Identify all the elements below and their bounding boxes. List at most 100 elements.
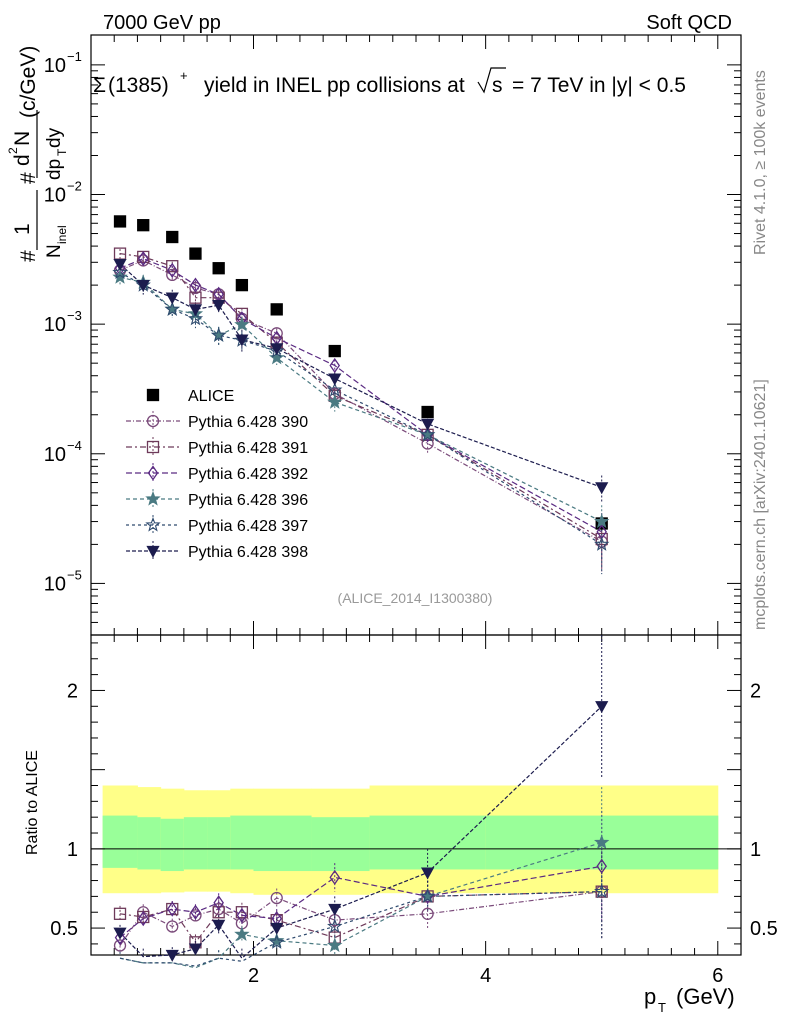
ratio-point (165, 949, 179, 962)
pythia-point (164, 301, 180, 316)
pythia-point (595, 532, 608, 546)
legend-marker (146, 414, 160, 428)
series-line-top (119, 276, 602, 523)
ratio-point (421, 907, 434, 920)
alice-point (235, 278, 249, 292)
ratio-point (596, 858, 608, 874)
y-label-t-sub: T (55, 148, 69, 156)
series-line-ratio (119, 891, 602, 967)
pythia-point (595, 482, 609, 495)
series-lines (119, 253, 603, 969)
band-green-segment (230, 815, 254, 870)
ratio-point (188, 943, 203, 956)
title-particle: (1385) (108, 74, 169, 97)
pythia-point (212, 300, 226, 313)
alice-point (421, 405, 434, 419)
ratio-point (114, 929, 126, 946)
title-energy: = 7 TeV in |y| < 0.5 (512, 74, 686, 97)
legend-label: Pythia 6.428 397 (188, 518, 308, 535)
ratio-point (269, 932, 285, 948)
ratio-point (113, 939, 127, 952)
ratio-point (236, 907, 248, 924)
ratio-point (594, 883, 610, 899)
series-line-top (119, 258, 602, 533)
ratio-point (189, 909, 202, 922)
band-green-segment (253, 815, 313, 872)
rivet-version-label: Rivet 4.1.0, ≥ 100k events (752, 70, 769, 255)
legend-label: Pythia 6.428 396 (188, 492, 308, 509)
band-green-segment (207, 817, 231, 870)
title-sqrt-s: s (492, 74, 503, 97)
ratio-point (190, 904, 201, 920)
ratio-point (421, 867, 435, 880)
pythia-point (270, 343, 284, 356)
legend-label: Pythia 6.428 391 (188, 440, 308, 457)
ratio-point (329, 869, 341, 886)
title-text: yield in INEL pp collisions at (204, 74, 465, 97)
y-tick-exponent: −1 (67, 49, 82, 64)
ratio-point (594, 834, 610, 850)
ratio-point (166, 920, 179, 933)
band-green-segment (160, 818, 185, 872)
legend-marker (145, 490, 161, 506)
pythia-point (136, 279, 150, 292)
uncertainty-bands (91, 785, 741, 895)
energy-label: 7000 GeV pp (103, 12, 221, 34)
y-axis-label-ratio: Ratio to ALICE (24, 750, 41, 855)
series-line-ratio (119, 865, 602, 939)
ratio-tick-label-left: 0.5 (50, 918, 78, 940)
ratio-point (212, 906, 225, 919)
plot-title: Σ (1385) + yield in INEL pp collisions a… (93, 67, 686, 97)
mcplots-label: mcplots.cern.ch [arXiv:2401.10621] (752, 379, 769, 630)
pythia-point (187, 310, 204, 326)
y-label-hash1: # (17, 250, 40, 262)
series-line-ratio (119, 705, 603, 960)
pythia-point (327, 394, 343, 409)
pythia-point (112, 269, 128, 284)
y-label-units: (c/GeV) (17, 46, 40, 118)
ratio-point (328, 903, 342, 916)
pythia-point (235, 334, 249, 347)
y-label-two: 2 (6, 147, 20, 154)
ratio-tick-label-left: 1 (67, 839, 78, 861)
pythia-point (593, 513, 610, 529)
pythia-point (234, 316, 250, 332)
series-line-top (119, 253, 603, 540)
pythia-point (328, 373, 342, 386)
y-tick-exponent: −3 (67, 308, 82, 323)
ratio-point (212, 919, 226, 932)
legend-label: ALICE (188, 388, 234, 405)
ratio-point (235, 906, 249, 919)
band-green-segment (102, 815, 138, 868)
x-label-p: p (644, 984, 656, 1009)
x-axis-label: p T (GeV) (644, 984, 735, 1015)
y-label-hash2: # (17, 172, 40, 184)
pythia-point (166, 268, 179, 282)
pythia-point (165, 292, 179, 305)
y-tick-label: 10 (44, 314, 66, 336)
ratio-point (137, 910, 149, 927)
alice-point (189, 247, 202, 260)
y-label-dpt: dp (44, 159, 65, 180)
pythia-point (211, 327, 227, 342)
pythia-point (421, 418, 435, 431)
legend-label: Pythia 6.428 392 (188, 466, 308, 483)
x-label-t-sub: T (658, 1000, 666, 1015)
pythia-point (137, 251, 149, 267)
axis-ticks: 2 4 610−510−410−310−210 −10.5 0.51 12 2 (44, 35, 778, 987)
band-green-segment (183, 817, 208, 870)
alice-point (212, 262, 225, 275)
x-tick-label: 2 (248, 965, 259, 987)
series-line-ratio (119, 891, 602, 946)
band-green-segment (137, 817, 162, 870)
pythia-point (113, 259, 127, 272)
series-line-top (119, 259, 602, 543)
pythia-point (419, 426, 436, 442)
alice-point (328, 344, 341, 358)
ratio-tick-label-right: 2 (750, 680, 761, 702)
ratio-point (419, 888, 436, 903)
legend-marker (146, 545, 160, 558)
band-green-segment (369, 815, 487, 870)
pythia-point (593, 536, 610, 551)
data-markers (112, 215, 610, 962)
